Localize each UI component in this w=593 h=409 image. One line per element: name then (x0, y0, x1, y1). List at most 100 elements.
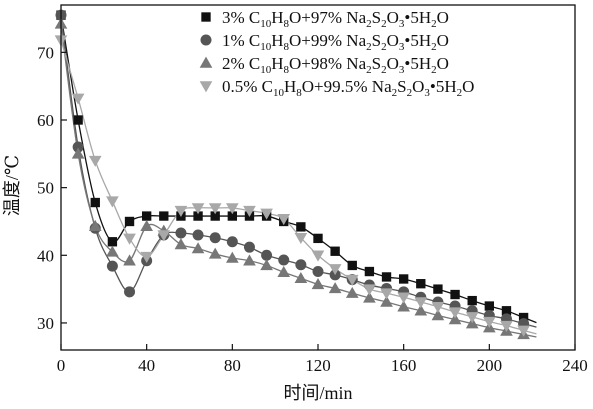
legend-text-part: H (271, 8, 283, 27)
data-point-series-3 (397, 300, 410, 312)
y-axis-label: 温度/℃ (2, 155, 22, 216)
legend-marker-1 (201, 12, 211, 22)
legend-text-part: H (284, 77, 296, 96)
data-point-series-4 (260, 208, 273, 220)
data-point-series-2 (106, 260, 118, 272)
legend-text-part: O (437, 31, 449, 50)
data-point-series-1 (381, 272, 392, 282)
legend-text-part: O (437, 54, 449, 73)
x-tick-label: 40 (138, 356, 155, 375)
data-point-series-1 (364, 266, 375, 277)
data-point-series-1 (159, 211, 169, 221)
data-point-series-3 (71, 147, 85, 159)
data-point-series-3 (363, 291, 376, 303)
data-point-series-1 (330, 246, 340, 256)
data-point-series-1 (73, 115, 83, 125)
data-point-series-4 (277, 214, 291, 226)
legend-subscript: 10 (260, 18, 272, 30)
data-point-series-1 (124, 216, 135, 227)
data-point-series-1 (90, 197, 100, 208)
data-point-series-3 (294, 271, 308, 284)
y-tick-label: 30 (37, 314, 54, 333)
data-point-series-3 (380, 295, 393, 307)
legend-subscript: 2 (431, 18, 437, 30)
data-point-series-4 (88, 155, 102, 167)
legend-text-part: 1% C (222, 31, 260, 50)
data-point-series-3 (140, 219, 153, 231)
data-point-series-1 (433, 284, 443, 294)
legend-text-part: •5H (404, 31, 431, 50)
legend-subscript: 2 (381, 64, 387, 76)
legend-subscript: 3 (424, 87, 430, 99)
x-tick-label: 160 (391, 356, 417, 375)
legend-text-part: S (372, 54, 381, 73)
legend-subscript: 10 (260, 41, 272, 53)
y-tick-label: 70 (37, 43, 54, 62)
data-point-series-3 (311, 278, 325, 290)
legend-marker-3 (199, 56, 213, 68)
legend-marker-2 (200, 34, 212, 46)
legend-subscript: 3 (399, 18, 405, 30)
data-point-series-2 (243, 241, 255, 253)
legend-label-2: 1% C10H8O+99% Na2S2O3•5H2O (222, 31, 449, 53)
legend-subscript: 8 (296, 87, 302, 99)
data-point-series-3 (191, 242, 205, 254)
data-point-series-2 (261, 249, 273, 261)
data-point-series-3 (88, 219, 102, 231)
data-point-series-1 (484, 301, 495, 311)
data-point-series-1 (416, 279, 426, 289)
legend-subscript: 8 (284, 18, 290, 30)
x-tick-label: 120 (305, 356, 331, 375)
legend-marker-4 (199, 81, 213, 93)
legend-subscript: 2 (381, 18, 387, 30)
legend-text-part: O (387, 8, 399, 27)
legend-text-part: H (271, 31, 283, 50)
legend-subscript: 8 (284, 64, 290, 76)
data-point-series-4 (363, 284, 376, 296)
y-tick-label: 40 (37, 246, 54, 265)
legend-text-part: O (437, 8, 449, 27)
legend-subscript: 10 (273, 87, 285, 99)
legend-text-part: •5H (404, 8, 431, 27)
legend-label-1: 3% C10H8O+97% Na2S2O3•5H2O (222, 8, 449, 30)
x-tick-label: 200 (477, 356, 503, 375)
legend-text-part: •5H (430, 77, 457, 96)
legend-subscript: 2 (457, 87, 463, 99)
legend-subscript: 2 (407, 87, 413, 99)
data-point-series-3 (328, 282, 342, 294)
y-tick-label: 60 (37, 111, 54, 130)
data-point-series-3 (448, 313, 462, 325)
legend-subscript: 2 (366, 18, 372, 30)
legend-text-part: O+99.5% Na (302, 77, 392, 96)
legend-subscript: 2 (392, 87, 398, 99)
x-tick-label: 80 (224, 356, 241, 375)
data-point-series-2 (175, 227, 187, 239)
legend-text-part: 0.5% C (222, 77, 273, 96)
legend-text-part: O (387, 54, 399, 73)
data-point-series-1 (518, 312, 529, 323)
data-point-series-3 (226, 251, 239, 263)
data-point-series-4 (243, 205, 256, 217)
data-point-series-1 (398, 274, 409, 284)
data-point-series-4 (380, 288, 393, 300)
data-point-series-3 (277, 265, 291, 277)
data-point-series-4 (71, 93, 85, 105)
legend-text-part: S (397, 77, 406, 96)
data-point-series-2 (209, 232, 221, 244)
legend-text-part: O (387, 31, 399, 50)
data-point-series-3 (345, 286, 359, 298)
legend-label-3: 2% C10H8O+98% Na2S2O3•5H2O (222, 54, 449, 76)
data-point-series-3 (123, 254, 136, 266)
data-point-series-4 (328, 264, 342, 276)
data-point-series-4 (500, 320, 513, 332)
x-tick-label: 0 (57, 356, 66, 375)
data-point-series-4 (157, 230, 171, 242)
data-point-series-1 (450, 289, 460, 300)
data-point-series-1 (296, 222, 306, 232)
legend-label-4: 0.5% C10H8O+99.5% Na2S2O3•5H2O (222, 77, 474, 99)
legend-text-part: S (372, 8, 381, 27)
legend-subscript: 8 (284, 41, 290, 53)
data-point-series-4 (123, 233, 136, 245)
